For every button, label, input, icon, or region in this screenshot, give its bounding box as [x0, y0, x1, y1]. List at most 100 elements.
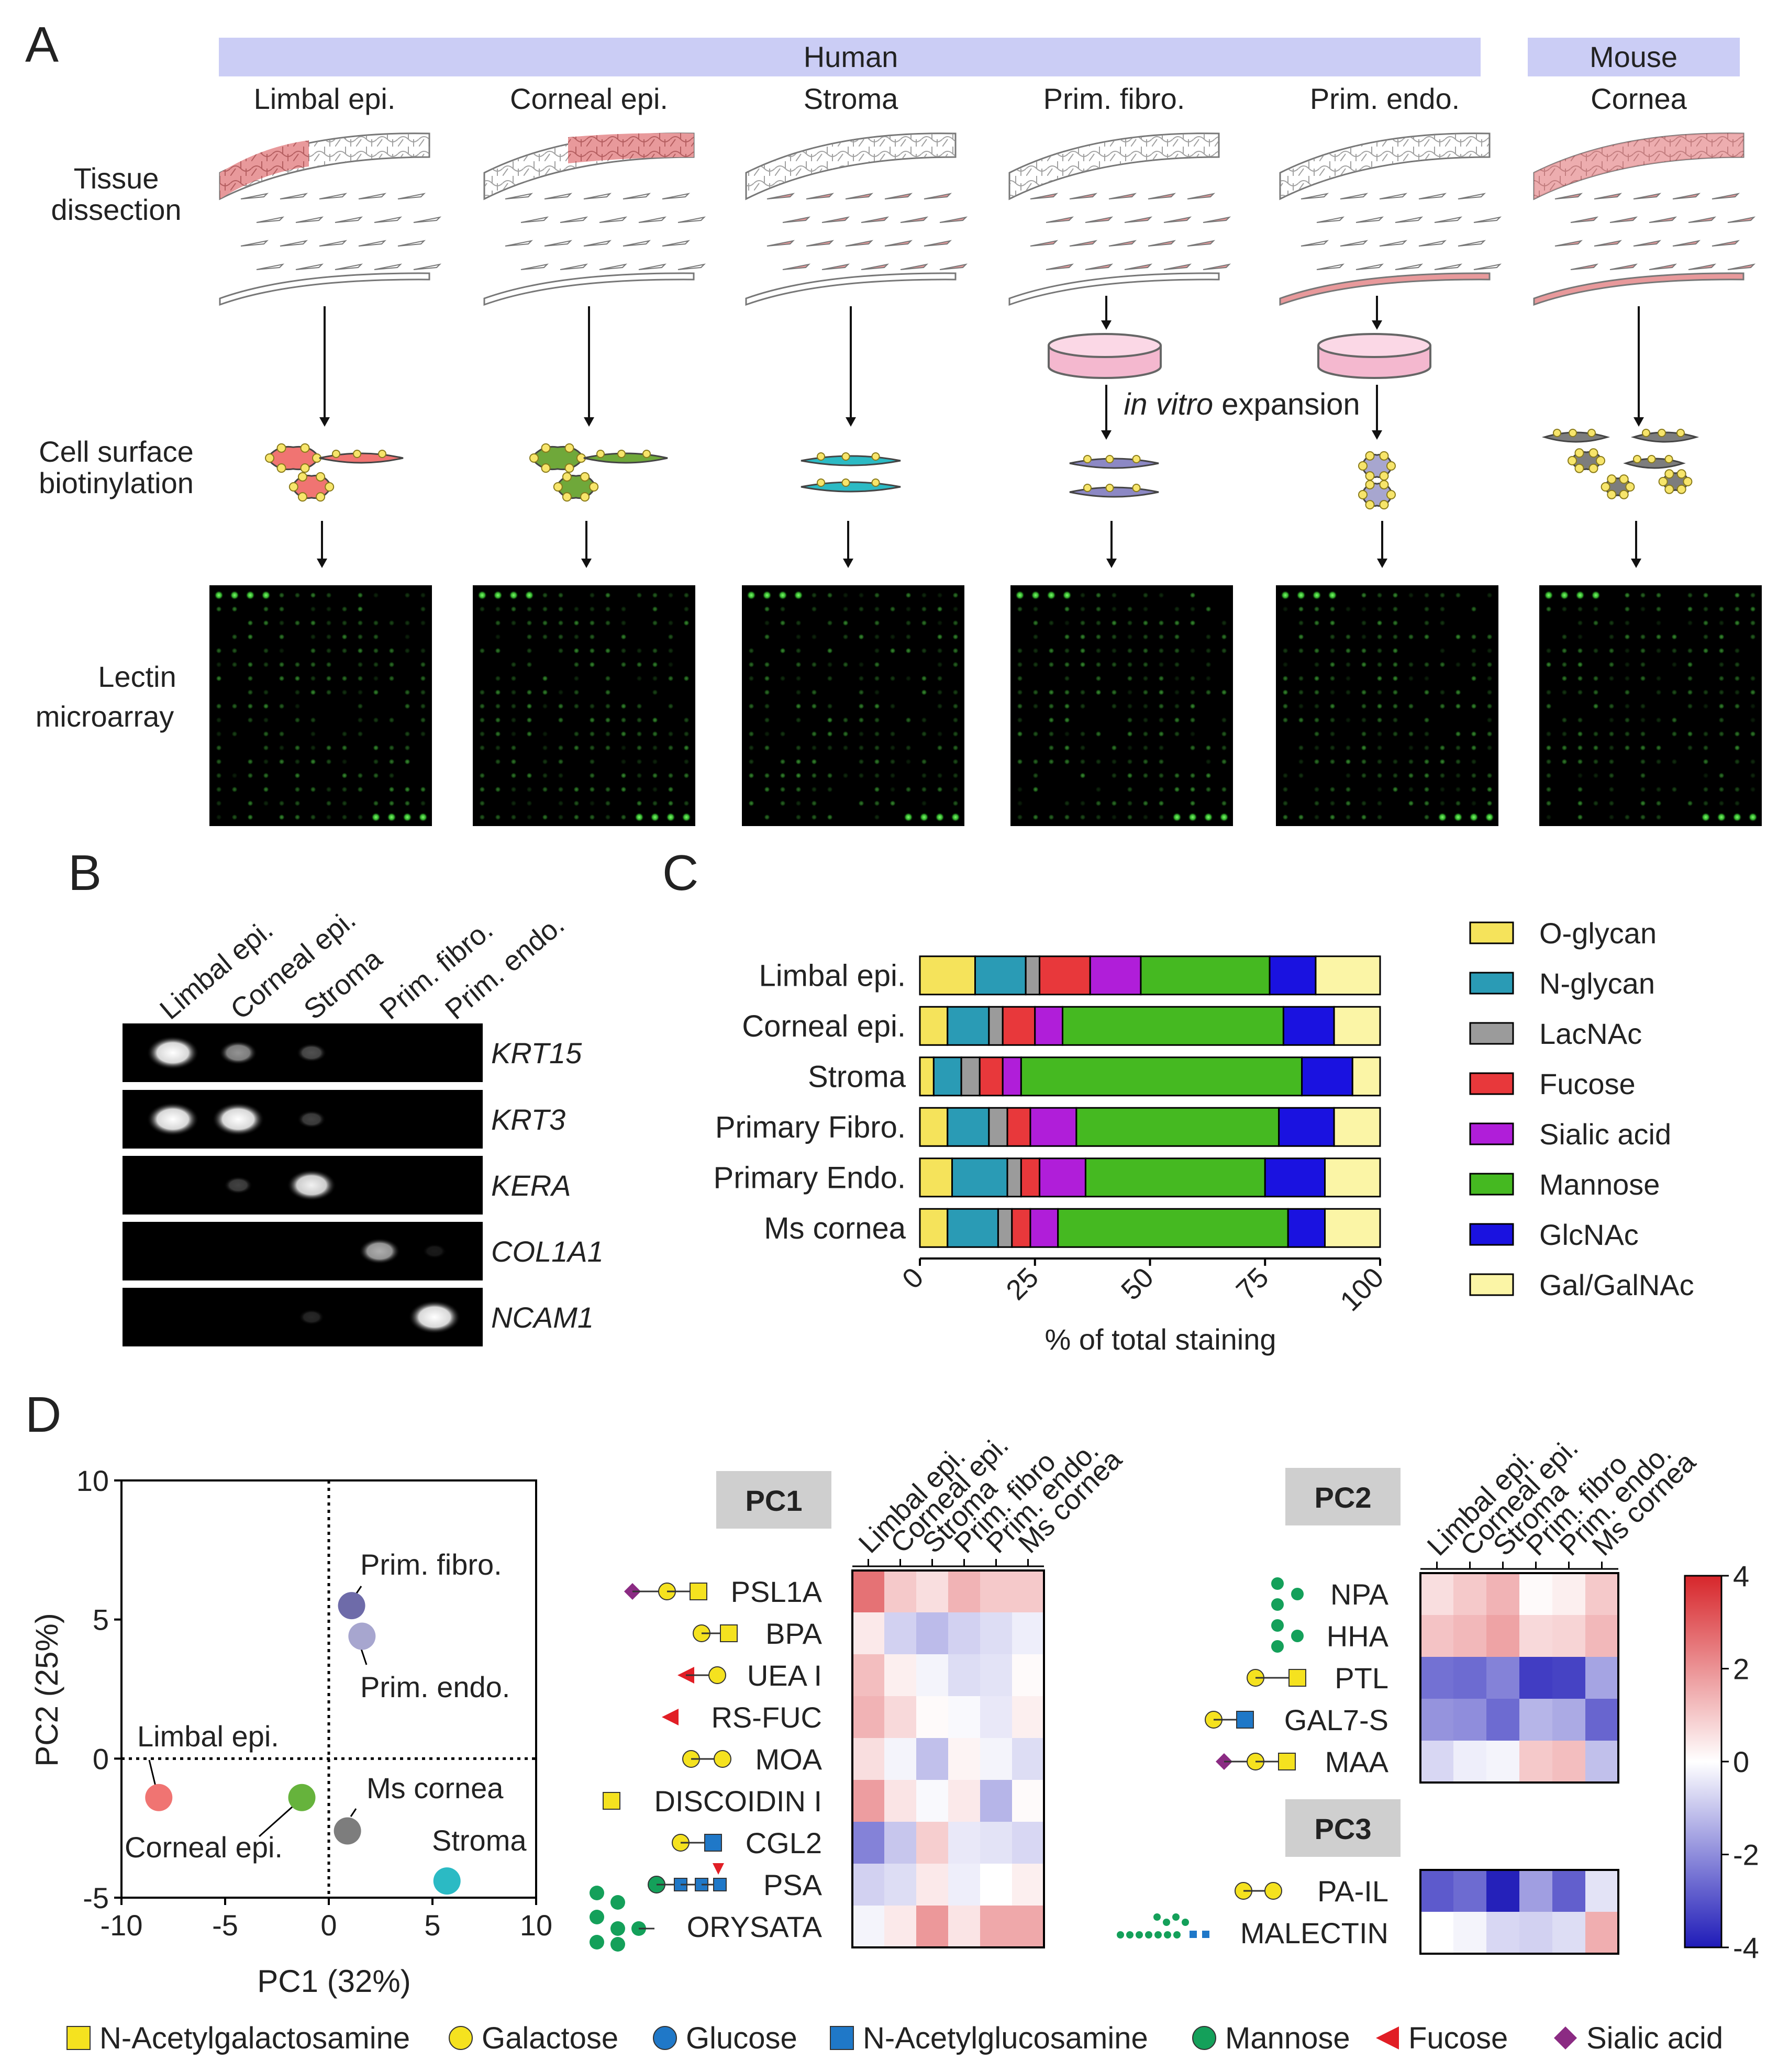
keratocyte — [623, 193, 651, 199]
legend-label: Fucose — [1539, 1067, 1636, 1100]
array-spot — [747, 591, 756, 600]
bar-segment-o-glycan — [919, 1107, 949, 1147]
array-spot — [1376, 772, 1383, 779]
keratocyte — [505, 193, 534, 199]
biotin-dot — [1365, 471, 1375, 481]
array-spot — [388, 661, 395, 668]
array-spot — [1017, 731, 1023, 737]
array-spot — [1577, 800, 1583, 807]
array-spot — [495, 717, 501, 723]
keratocyte — [1554, 240, 1583, 247]
lectin-microarray-3 — [1010, 585, 1233, 826]
arrow-tissue-to-cells-2-head — [846, 417, 856, 427]
bar-segment-mannose — [1140, 955, 1271, 996]
array-spot — [1361, 814, 1367, 820]
array-spot — [404, 633, 410, 640]
array-spot — [1734, 592, 1740, 598]
array-spot — [558, 759, 564, 765]
array-spot — [764, 675, 770, 682]
array-spot — [874, 689, 880, 696]
array-spot — [1142, 689, 1149, 696]
array-spot — [1064, 675, 1070, 682]
biotin-dot — [1379, 451, 1389, 461]
heatmap-frame — [1419, 1572, 1619, 1784]
array-spot — [1486, 786, 1493, 793]
keratocyte — [900, 263, 929, 270]
array-spot — [682, 812, 691, 822]
array-spot — [1361, 800, 1367, 807]
biotin-dot — [1358, 490, 1368, 499]
array-spot — [1655, 814, 1662, 820]
array-spot — [479, 772, 485, 779]
spindle-cell — [319, 450, 404, 464]
array-spot — [1424, 675, 1430, 682]
scatter-point-label: Corneal epi. — [125, 1831, 283, 1864]
array-spot — [1671, 759, 1677, 765]
array-spot — [827, 675, 833, 682]
array-spot — [1392, 759, 1398, 765]
array-spot — [1032, 772, 1039, 779]
arrow-cells-to-array-3-head — [1106, 559, 1117, 568]
array-spot — [341, 620, 348, 626]
array-spot — [842, 633, 849, 640]
array-spot — [247, 814, 253, 820]
array-spot — [326, 675, 332, 682]
array-spot — [952, 648, 959, 654]
array-spot — [1031, 591, 1040, 600]
heatmap-cell — [980, 1780, 1013, 1822]
array-spot — [890, 759, 896, 765]
array-spot — [780, 648, 786, 654]
array-spot — [1453, 812, 1463, 822]
keratocyte — [358, 240, 387, 247]
keratocyte — [1727, 216, 1756, 223]
keratocyte — [1030, 240, 1059, 247]
keratocyte — [1395, 216, 1424, 223]
array-spot — [1424, 620, 1430, 626]
array-spot — [1608, 731, 1615, 737]
legend-swatch — [1469, 921, 1514, 944]
heatmap-cell — [1012, 1864, 1044, 1906]
legend-swatch — [1469, 1022, 1514, 1045]
glycan-mannose — [1145, 1931, 1152, 1939]
array-spot — [1640, 592, 1646, 598]
array-spot — [1703, 620, 1709, 626]
array-spot — [310, 661, 316, 668]
point-leader-line — [259, 1805, 294, 1837]
array-spot — [373, 689, 379, 696]
array-spot — [921, 620, 927, 626]
keratocyte — [1633, 193, 1662, 199]
keratocyte — [1124, 263, 1153, 270]
array-spot — [795, 744, 802, 751]
array-spot — [952, 689, 959, 696]
array-spot — [1624, 606, 1630, 612]
array-spot — [1486, 675, 1493, 682]
array-spot — [1190, 606, 1196, 612]
array-spot — [1190, 675, 1196, 682]
array-spot — [1608, 661, 1615, 668]
array-spot — [1687, 675, 1693, 682]
array-spot — [652, 717, 658, 723]
array-spot — [420, 661, 426, 668]
array-spot — [1577, 648, 1583, 654]
array-spot — [1298, 689, 1304, 696]
bar-segment-o-glycan — [919, 1006, 949, 1046]
array-spot — [1221, 633, 1227, 640]
array-spot — [937, 620, 943, 626]
heatmap-cell — [1453, 1573, 1487, 1616]
heatmap-title: PC1 — [746, 1484, 803, 1517]
biotin-dot — [580, 472, 590, 482]
array-spot — [589, 620, 595, 626]
biotin-dot — [316, 472, 326, 482]
array-spot — [780, 786, 786, 793]
array-spot — [620, 786, 627, 793]
array-spot — [1608, 772, 1615, 779]
array-spot — [479, 786, 485, 793]
array-spot — [1485, 812, 1494, 822]
array-spot — [1471, 759, 1477, 765]
biotin-dot — [332, 450, 340, 458]
array-spot — [795, 759, 802, 765]
gene-label: COL1A1 — [491, 1235, 604, 1268]
bar-segment-fucose — [1011, 1208, 1031, 1248]
array-spot — [542, 620, 548, 626]
